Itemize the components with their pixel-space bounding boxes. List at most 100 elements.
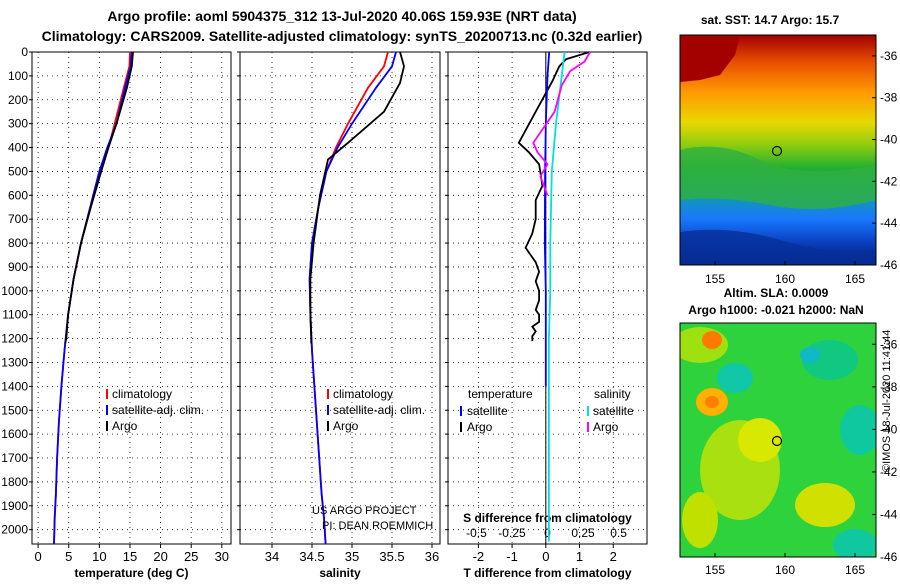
map-y-tick-label: -38 — [880, 380, 898, 394]
map-y-tick-label: -46 — [880, 550, 898, 564]
map-x-tick-label: 155 — [705, 272, 725, 286]
y-tick-label: 1900 — [1, 499, 28, 513]
sla-blob — [840, 405, 876, 455]
s-diff-tick-label: 0.5 — [610, 526, 627, 540]
sst-argo-position-marker — [771, 145, 783, 157]
imos-credit: ©IMOS 18-Jul-2020 11:41:44 — [881, 330, 893, 472]
project-credit: US ARGO PROJECT — [312, 505, 417, 517]
x-tick-label: 5 — [65, 549, 72, 564]
salinity-frame — [239, 51, 441, 545]
y-tick-label: 600 — [8, 188, 28, 202]
x-tick-label: -2 — [473, 549, 485, 564]
y-tick-label: 800 — [8, 236, 28, 250]
x-tick-label: 36 — [425, 549, 439, 564]
sla-blob — [705, 396, 719, 408]
temperature-series-climatology — [53, 51, 131, 545]
legend-label-satclim: satellite-adj. clim. — [112, 403, 204, 417]
legend-label-t-argo: Argo — [467, 420, 493, 434]
y-tick-label: 1000 — [1, 284, 28, 298]
difference-series-t-satellite — [543, 51, 551, 387]
map-x-tick-label: 155 — [705, 563, 725, 577]
sla-map: Altim. SLA: 0.0009 Argo h1000: -0.021 h2… — [679, 286, 898, 577]
sst-cold-patch — [680, 229, 876, 265]
map-y-tick-label: -42 — [880, 174, 898, 188]
salinity-series-satellite-adj-clim- — [308, 51, 397, 545]
sla-map-frame — [679, 322, 877, 558]
map-y-tick-label: -40 — [880, 133, 898, 147]
difference-series-s-argo — [532, 51, 591, 196]
y-tick-label: 100 — [8, 69, 28, 83]
legend-label-argo: Argo — [333, 419, 359, 433]
legend-label-s-satellite: satellite — [593, 404, 634, 418]
y-tick-label: 1100 — [2, 308, 28, 322]
sst-warm-patch — [680, 35, 740, 82]
map-y-tick-label: -36 — [880, 49, 898, 63]
sst-map: sat. SST: 14.7 Argo: 15.7 155 160 165 -36 -3… — [679, 13, 898, 286]
map-x-tick-label: 165 — [845, 272, 865, 286]
title-line-1: Argo profile: aoml 5904375_312 13-Jul-20… — [107, 8, 576, 24]
sla-blob — [800, 347, 820, 363]
y-tick-label: 1200 — [1, 332, 28, 346]
salinity-series-climatology — [308, 51, 389, 545]
salinity-series-argo — [309, 51, 405, 344]
y-tick-label: 500 — [8, 164, 28, 178]
map-x-tick-label: 165 — [845, 563, 865, 577]
x-tick-label: -1 — [506, 549, 518, 564]
x-tick-label: 2 — [610, 549, 617, 564]
sla-blob — [702, 331, 722, 349]
sla-blob — [717, 363, 753, 393]
y-tick-label: 1800 — [1, 475, 28, 489]
y-tick-label: 900 — [8, 260, 28, 274]
sst-map-title: sat. SST: 14.7 Argo: 15.7 — [701, 13, 840, 27]
x-tick-label: 0 — [35, 549, 42, 564]
map-y-tick-label: -38 — [880, 91, 898, 105]
difference-xlabel: T difference from climatology — [463, 566, 631, 580]
x-tick-label: 20 — [153, 549, 167, 564]
x-tick-label: 15 — [123, 549, 137, 564]
map-y-tick-label: -36 — [880, 337, 898, 351]
s-diff-tick-label: -0.25 — [498, 526, 526, 540]
pi-credit: PI: DEAN ROEMMICH — [322, 520, 433, 532]
difference-frame — [447, 51, 648, 545]
sst-front-patch — [680, 146, 876, 209]
legend-label-clim: climatology — [112, 387, 172, 401]
legend-label-clim: climatology — [333, 387, 393, 401]
legend-label-s-argo: Argo — [593, 420, 619, 434]
map-y-tick-label: -46 — [880, 258, 898, 272]
y-tick-label: 1700 — [1, 451, 28, 465]
map-x-tick-label: 160 — [775, 563, 795, 577]
difference-series-s-satellite — [548, 51, 566, 542]
map-y-tick-label: -40 — [880, 422, 898, 436]
map-y-tick-label: -42 — [880, 465, 898, 479]
x-tick-label: 34 — [265, 549, 279, 564]
sst-map-frame — [679, 34, 877, 266]
temperature-series-argo — [64, 51, 134, 344]
x-tick-label: 0 — [542, 549, 549, 564]
map-y-tick-label: -44 — [880, 507, 898, 521]
x-tick-label: 10 — [92, 549, 106, 564]
s-diff-tick-label: 0 — [544, 526, 551, 540]
y-tick-label: 0 — [21, 45, 28, 59]
y-tick-label: 400 — [8, 141, 28, 155]
x-tick-label: 35 — [345, 549, 359, 564]
legend-label-satclim: satellite-adj. clim. — [333, 403, 425, 417]
x-tick-label: 35.5 — [379, 549, 404, 564]
s-diff-tick-label: -0.5 — [466, 526, 487, 540]
y-tick-label: 1300 — [1, 355, 28, 369]
sla-blob — [738, 418, 782, 462]
y-tick-label: 200 — [8, 93, 28, 107]
temperature-panel: 0 5 10 15 20 25 300100200300400500600700800900… — [1, 45, 232, 580]
y-tick-label: 2000 — [1, 523, 28, 537]
x-tick-label: 1 — [576, 549, 583, 564]
map-y-tick-label: -44 — [880, 216, 898, 230]
s-diff-xlabel: S difference from climatology — [463, 511, 632, 525]
temperature-frame — [31, 51, 232, 545]
sla-blob — [833, 529, 876, 557]
x-tick-label: 25 — [184, 549, 198, 564]
difference-panel: -2 -1 0 1 2 T difference from climatology -0.5… — [445, 51, 648, 580]
x-tick-label: 30 — [215, 549, 229, 564]
y-tick-label: 1500 — [1, 403, 28, 417]
y-tick-label: 1600 — [1, 427, 28, 441]
s-diff-tick-label: 0.25 — [571, 526, 595, 540]
